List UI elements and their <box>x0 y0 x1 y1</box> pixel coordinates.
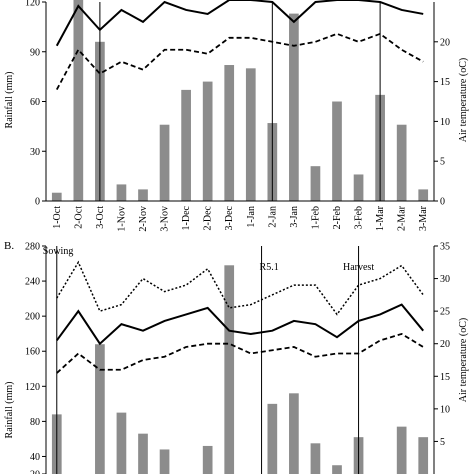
y-tick-label: 20 <box>30 470 40 474</box>
stage-annotation: R5.1 <box>260 262 279 273</box>
y-tick-label: 120 <box>25 382 40 393</box>
y-tick-label: 60 <box>30 97 40 108</box>
rainfall-bar-3-Dec <box>224 265 235 474</box>
rainfall-bar-1-Oct <box>51 192 62 201</box>
y-tick-label: 40 <box>30 452 40 463</box>
stage-annotation: Sowing <box>43 246 74 257</box>
y2-tick-label: 15 <box>440 77 450 88</box>
rainfall-bar-2-Dec <box>202 81 213 201</box>
y2-tick-label: 20 <box>440 339 450 350</box>
y-tick-label: 240 <box>25 277 40 288</box>
y2-tick-label: 0 <box>440 197 445 208</box>
rainfall-bar-2-Mar <box>396 124 407 201</box>
x-tick-label: 2-Feb <box>332 206 343 229</box>
rainfall-bar-2-Jan <box>267 403 278 474</box>
panel-a-temperature-lines <box>55 0 424 90</box>
panel-a-y-axis-title: Rainfall (mm) <box>4 72 15 129</box>
panel-b-y2-ticks: 5 10 15 20 25 30 35 <box>434 242 450 448</box>
rainfall-bar-2-Nov <box>138 189 148 201</box>
x-tick-label: 3-Oct <box>95 206 106 229</box>
y-tick-label: 160 <box>25 347 40 358</box>
rainfall-bar-3-Nov <box>159 124 170 201</box>
rainfall-bar-1-Dec <box>181 89 191 201</box>
panel-b-annotations: Sowing R5.1 Harvest <box>43 246 375 273</box>
y2-tick-label: 30 <box>440 274 450 285</box>
panel-b-y-axis-title: Rainfall (mm) <box>4 382 15 439</box>
panel-a-chart: Rainfall (mm) Air temperature (oC) 0 30 60… <box>4 0 469 232</box>
x-tick-label: 3-Jan <box>289 206 300 228</box>
panel-a-x-ticks: 1-Oct 2-Oct 3-Oct 1-Nov 2-Nov 3-Nov 1-Dec 2-Dec… <box>52 205 429 231</box>
x-tick-label: 1-Mar <box>375 205 386 231</box>
panel-b-label: B. <box>4 240 14 252</box>
y2-tick-label: 25 <box>440 307 450 318</box>
panel-b-y2-axis-title: Air temperature (oC) <box>458 318 469 402</box>
x-tick-label: 2-Oct <box>73 206 84 229</box>
x-tick-label: 2-Jan <box>267 206 278 228</box>
temperature-line-dashed <box>55 32 424 90</box>
panel-b-y-ticks: 20 40 80 120 160 200 240 280 <box>25 242 46 474</box>
rainfall-bar-3-Nov <box>159 449 170 474</box>
temperature-line-dotted <box>56 260 424 316</box>
y2-tick-label: 15 <box>440 372 450 383</box>
temperature-line-solid <box>55 0 424 47</box>
panel-a-bars <box>51 0 429 202</box>
x-tick-label: 1-Feb <box>310 206 321 229</box>
rainfall-bar-1-Nov <box>116 412 127 474</box>
x-tick-label: 3-Dec <box>224 205 235 230</box>
temperature-line-dashed <box>56 332 424 374</box>
rainfall-bar-2-Oct <box>73 0 84 201</box>
rainfall-bar-1-Feb <box>310 166 321 201</box>
x-tick-label: 1-Nov <box>116 206 127 232</box>
y2-tick-label: 5 <box>440 437 445 448</box>
rainfall-bar-3-Jan <box>289 393 299 474</box>
temperature-line-solid <box>55 303 424 346</box>
panel-a-y2-ticks: 0 5 10 15 20 <box>434 37 450 208</box>
rainfall-bar-3-Dec <box>224 65 235 202</box>
panel-b-temperature-lines <box>55 260 424 374</box>
x-tick-label: 2-Dec <box>203 205 214 230</box>
x-tick-label: 3-Feb <box>354 206 365 229</box>
panel-b-chart: B. Rainfall (mm) Air temperature (oC) 20… <box>4 240 469 474</box>
rainfall-bar-1-Nov <box>116 184 127 201</box>
rainfall-bar-3-Feb <box>353 174 364 201</box>
rainfall-bar-3-Mar <box>418 189 429 201</box>
y2-tick-label: 20 <box>440 37 450 48</box>
x-tick-label: 3-Nov <box>160 206 171 232</box>
x-tick-label: 3-Mar <box>418 205 429 231</box>
panel-b-axes <box>45 246 435 474</box>
rainfall-bar-2-Feb <box>332 465 342 474</box>
panel-a-y2-axis-title: Air temperature (oC) <box>458 58 469 142</box>
y2-tick-label: 10 <box>440 404 450 415</box>
x-tick-label: 1-Jan <box>246 206 257 228</box>
rainfall-bar-2-Mar <box>396 426 407 474</box>
stage-annotation: Harvest <box>343 262 374 273</box>
panel-a-marker-lines <box>99 2 381 201</box>
rainfall-bar-3-Mar <box>418 437 429 474</box>
panel-a-y-ticks: 0 30 60 90 120 <box>25 0 46 208</box>
x-tick-label: 2-Mar <box>397 205 408 231</box>
rainfall-bar-2-Dec <box>202 445 213 474</box>
rainfall-bar-3-Jan <box>289 13 299 201</box>
rainfall-bar-3-Oct <box>95 344 105 474</box>
y-tick-label: 90 <box>30 47 40 58</box>
rainfall-bar-1-Feb <box>310 443 321 474</box>
y-tick-label: 80 <box>30 417 40 428</box>
x-tick-label: 2-Nov <box>138 206 149 232</box>
rainfall-bar-2-Feb <box>332 101 342 201</box>
y2-tick-label: 5 <box>440 157 445 168</box>
y2-tick-label: 10 <box>440 117 450 128</box>
y-tick-label: 200 <box>25 312 40 323</box>
y-tick-label: 30 <box>30 147 40 158</box>
y-tick-label: 120 <box>25 0 40 9</box>
x-tick-label: 1-Dec <box>181 205 192 230</box>
rainfall-bar-1-Jan <box>245 68 256 201</box>
x-tick-label: 1-Oct <box>52 206 63 229</box>
y-tick-label: 280 <box>25 242 40 253</box>
y2-tick-label: 35 <box>440 242 450 253</box>
y-tick-label: 0 <box>35 197 40 208</box>
panel-b-marker-lines <box>56 246 360 474</box>
rainfall-bar-2-Nov <box>138 433 148 474</box>
